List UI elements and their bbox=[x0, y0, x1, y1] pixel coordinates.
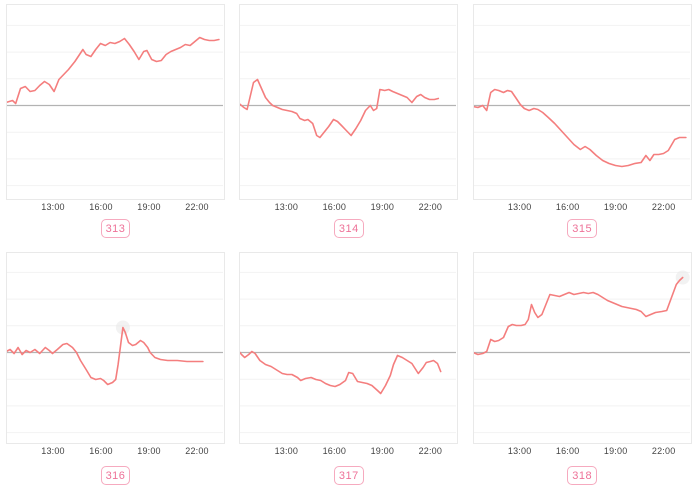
series-line bbox=[240, 350, 442, 395]
chart-plot-area-317[interactable] bbox=[239, 252, 459, 444]
clipped-title-text: 318 bbox=[575, 250, 590, 252]
x-axis-tick-labels: 13:00 16:00 19:00 22:00 bbox=[239, 200, 458, 214]
badge-row: 316 bbox=[6, 466, 225, 485]
chart-plot-area-313[interactable] bbox=[6, 4, 225, 200]
x-axis-tick-labels: 13:00 16:00 19:00 22:00 bbox=[239, 444, 458, 458]
x-tick-label: 19:00 bbox=[370, 202, 395, 212]
chart-id-badge-318[interactable]: 318 bbox=[567, 466, 598, 485]
x-tick-label: 19:00 bbox=[137, 202, 161, 212]
clipped-chart-title: 317 bbox=[239, 250, 458, 252]
badge-row: 318 bbox=[473, 466, 692, 485]
chart-plot-area-318[interactable] bbox=[472, 252, 692, 444]
sparkline-row-1: 313 13:00 16:00 19:00 22:00 313 314 13:00 16… bbox=[0, 0, 700, 250]
line-chart-315 bbox=[473, 24, 690, 187]
x-tick-label: 16:00 bbox=[89, 446, 113, 456]
chart-panel-315: 315 13:00 16:00 19:00 22:00 315 bbox=[467, 0, 700, 250]
x-tick-label: 16:00 bbox=[322, 202, 347, 212]
clipped-title-text: 315 bbox=[575, 0, 590, 2]
x-tick-label: 19:00 bbox=[603, 202, 628, 212]
series-line bbox=[240, 78, 440, 139]
chart-plot-area-316[interactable] bbox=[6, 252, 225, 444]
x-axis-tick-labels: 13:00 16:00 19:00 22:00 bbox=[6, 444, 225, 458]
x-axis-tick-labels: 13:00 16:00 19:00 22:00 bbox=[6, 200, 225, 214]
clipped-title-text: 314 bbox=[341, 0, 356, 2]
line-chart-318 bbox=[473, 270, 690, 434]
chart-id-badge-315[interactable]: 315 bbox=[567, 219, 598, 238]
x-tick-label: 13:00 bbox=[507, 202, 532, 212]
x-tick-label: 16:00 bbox=[555, 446, 580, 456]
x-tick-label: 13:00 bbox=[274, 446, 299, 456]
series-line bbox=[7, 36, 220, 105]
x-tick-label: 22:00 bbox=[651, 202, 676, 212]
chart-id-badge-314[interactable]: 314 bbox=[333, 219, 364, 238]
clipped-title-text: 313 bbox=[108, 0, 123, 2]
badge-row: 313 bbox=[6, 219, 225, 238]
chart-id-badge-316[interactable]: 316 bbox=[100, 466, 131, 485]
x-tick-label: 16:00 bbox=[322, 446, 347, 456]
chart-panel-318: 318 13:00 16:00 19:00 22:00 318 bbox=[467, 250, 700, 497]
x-tick-label: 22:00 bbox=[185, 202, 209, 212]
x-tick-label: 13:00 bbox=[41, 446, 65, 456]
line-chart-316 bbox=[7, 271, 223, 434]
line-chart-317 bbox=[240, 271, 457, 434]
sparkline-row-2: 316 13:00 16:00 19:00 22:00 316 317 13:00 16… bbox=[0, 250, 700, 497]
x-axis-tick-labels: 13:00 16:00 19:00 22:00 bbox=[473, 200, 692, 214]
x-tick-label: 22:00 bbox=[418, 202, 443, 212]
clipped-chart-title: 315 bbox=[473, 0, 692, 4]
series-line bbox=[473, 276, 684, 356]
x-tick-label: 19:00 bbox=[137, 446, 161, 456]
chart-panel-314: 314 13:00 16:00 19:00 22:00 314 bbox=[233, 0, 466, 250]
series-line bbox=[7, 326, 204, 386]
chart-panel-316: 316 13:00 16:00 19:00 22:00 316 bbox=[0, 250, 233, 497]
clipped-chart-title: 314 bbox=[239, 0, 458, 4]
badge-row: 315 bbox=[473, 219, 692, 238]
x-tick-label: 13:00 bbox=[507, 446, 532, 456]
x-axis-tick-labels: 13:00 16:00 19:00 22:00 bbox=[473, 444, 692, 458]
x-tick-label: 16:00 bbox=[89, 202, 113, 212]
clipped-chart-title: 318 bbox=[473, 250, 692, 252]
chart-panel-317: 317 13:00 16:00 19:00 22:00 317 bbox=[233, 250, 466, 497]
series-line bbox=[473, 88, 687, 168]
clipped-title-text: 317 bbox=[341, 250, 356, 252]
chart-id-badge-313[interactable]: 313 bbox=[100, 219, 131, 238]
clipped-chart-title: 316 bbox=[6, 250, 225, 252]
line-chart-314 bbox=[240, 24, 457, 187]
chart-plot-area-314[interactable] bbox=[239, 4, 459, 200]
x-tick-label: 13:00 bbox=[274, 202, 299, 212]
x-tick-label: 19:00 bbox=[370, 446, 395, 456]
x-tick-label: 13:00 bbox=[41, 202, 65, 212]
x-tick-label: 22:00 bbox=[185, 446, 209, 456]
badge-row: 314 bbox=[239, 219, 458, 238]
x-tick-label: 22:00 bbox=[651, 446, 676, 456]
clipped-chart-title: 313 bbox=[6, 0, 225, 4]
badge-row: 317 bbox=[239, 466, 458, 485]
x-tick-label: 19:00 bbox=[603, 446, 628, 456]
x-tick-label: 16:00 bbox=[555, 202, 580, 212]
x-tick-label: 22:00 bbox=[418, 446, 443, 456]
line-chart-313 bbox=[7, 24, 223, 187]
clipped-title-text: 316 bbox=[108, 250, 123, 252]
chart-id-badge-317[interactable]: 317 bbox=[333, 466, 364, 485]
chart-plot-area-315[interactable] bbox=[472, 4, 692, 200]
chart-panel-313: 313 13:00 16:00 19:00 22:00 313 bbox=[0, 0, 233, 250]
